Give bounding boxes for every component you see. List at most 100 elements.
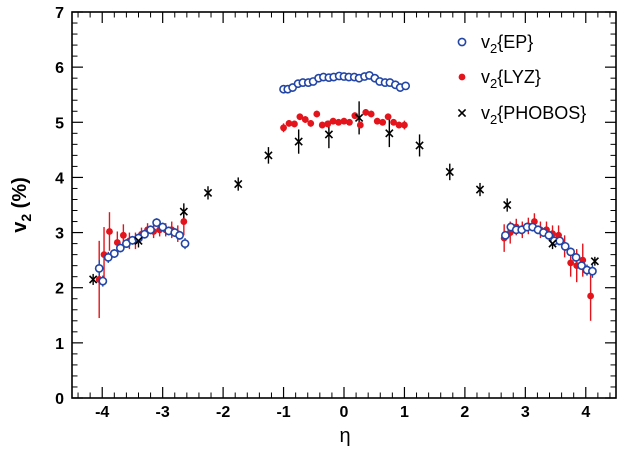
- data-point-lyz: [587, 292, 595, 300]
- cross-stroke: [324, 130, 334, 139]
- cross-stroke: [203, 188, 213, 198]
- data-point-lyz: [335, 118, 342, 126]
- legend-label-rest: {PHOBOS}: [497, 103, 586, 123]
- x-tick-label: -4: [95, 404, 109, 421]
- data-point-ep: [175, 230, 184, 240]
- cross-stroke: [415, 141, 424, 150]
- data-point-ep: [566, 247, 576, 257]
- x-tick-label: -2: [216, 404, 230, 421]
- cross-stroke: [457, 108, 467, 118]
- data-point-phobos: [134, 236, 143, 246]
- legend-marker-lyz: [458, 73, 466, 81]
- data-point-lyz: [367, 110, 375, 118]
- cross-stroke: [548, 239, 557, 248]
- data-point-lyz: [180, 218, 188, 225]
- data-point-ep: [560, 241, 570, 251]
- legend-label-lyz: v2{LYZ}: [481, 67, 541, 91]
- x-tick-label: 1: [400, 404, 409, 421]
- x-tick-label: -3: [156, 404, 170, 421]
- y-tick-label: 5: [55, 115, 64, 132]
- data-point-ep: [544, 230, 554, 240]
- data-point-lyz: [307, 119, 315, 127]
- data-point-lyz: [373, 117, 381, 125]
- data-point-phobos: [548, 239, 557, 248]
- data-point-ep: [140, 229, 149, 239]
- cross-stroke: [234, 179, 243, 189]
- legend-label-sub: 2: [490, 112, 497, 127]
- data-point-phobos: [234, 179, 243, 189]
- y-axis-title-sub: 2: [18, 214, 34, 222]
- data-point-lyz: [379, 118, 387, 126]
- data-point-phobos: [590, 257, 600, 266]
- data-point-ep: [152, 218, 162, 228]
- data-point-lyz: [351, 112, 359, 120]
- legend-label-sub: 2: [490, 41, 497, 56]
- data-point-phobos: [354, 113, 364, 123]
- data-point-lyz: [119, 231, 127, 239]
- data-point-ep: [146, 225, 155, 235]
- y-axis-title-rest: (%): [9, 177, 31, 214]
- x-tick-label: 3: [521, 404, 530, 421]
- cross-stroke: [385, 129, 394, 138]
- data-point-phobos: [385, 129, 394, 138]
- data-point-ep: [98, 276, 108, 286]
- data-point-ep: [94, 264, 104, 273]
- data-point-lyz: [106, 228, 113, 235]
- data-point-lyz: [329, 117, 337, 125]
- legend-label-rest: {LYZ}: [497, 67, 541, 87]
- cross-stroke: [445, 167, 454, 177]
- data-point-ep: [103, 252, 113, 262]
- data-point-phobos: [88, 275, 98, 284]
- y-tick-label: 7: [55, 5, 64, 22]
- legend-label-main: v: [481, 67, 490, 87]
- data-point-phobos: [264, 151, 273, 160]
- cross-stroke: [503, 200, 512, 210]
- data-point-lyz: [356, 121, 364, 129]
- cross-stroke: [590, 257, 600, 266]
- cross-stroke: [179, 207, 188, 216]
- data-point-phobos: [503, 200, 512, 210]
- cross-stroke: [88, 275, 98, 284]
- data-point-lyz: [291, 120, 298, 128]
- legend-label-rest: {EP}: [497, 32, 533, 52]
- cross-stroke: [134, 236, 143, 246]
- data-point-phobos: [203, 188, 213, 198]
- cross-stroke: [475, 185, 485, 194]
- data-point-phobos: [475, 185, 485, 194]
- data-point-phobos: [415, 141, 424, 150]
- cross-stroke: [264, 151, 273, 160]
- data-point-ep: [158, 222, 168, 232]
- data-point-lyz: [390, 118, 397, 126]
- data-point-ep: [571, 252, 581, 262]
- data-point-lyz: [401, 121, 408, 129]
- data-point-lyz: [384, 113, 392, 121]
- data-point-lyz: [346, 118, 353, 126]
- data-point-ep: [588, 266, 597, 276]
- y-tick-label: 3: [55, 226, 64, 243]
- x-tick-label: -1: [276, 404, 290, 421]
- x-tick-label: 0: [340, 404, 349, 421]
- data-point-phobos: [445, 167, 454, 177]
- data-point-lyz: [301, 116, 309, 123]
- data-point-ep: [500, 230, 510, 240]
- legend-marker-phobos: [457, 108, 467, 118]
- y-tick-label: 4: [55, 170, 64, 187]
- legend-label-sub: 2: [490, 76, 497, 91]
- data-point-lyz: [395, 121, 403, 129]
- y-axis-title-main: v: [9, 221, 31, 233]
- cross-stroke: [354, 113, 364, 123]
- y-axis-title: v2 (%): [9, 177, 34, 233]
- legend-label-main: v: [481, 32, 490, 52]
- data-point-lyz: [318, 121, 326, 129]
- y-tick-label: 2: [55, 281, 64, 298]
- y-tick-label: 6: [55, 60, 64, 77]
- y-tick-label: 1: [55, 336, 64, 353]
- data-point-lyz: [296, 113, 304, 121]
- legend-marker-ep: [457, 37, 467, 47]
- data-point-phobos: [324, 130, 334, 139]
- data-point-lyz: [362, 108, 370, 116]
- x-tick-label: 4: [581, 404, 590, 421]
- data-point-ep: [109, 249, 119, 258]
- data-point-ep: [577, 261, 586, 271]
